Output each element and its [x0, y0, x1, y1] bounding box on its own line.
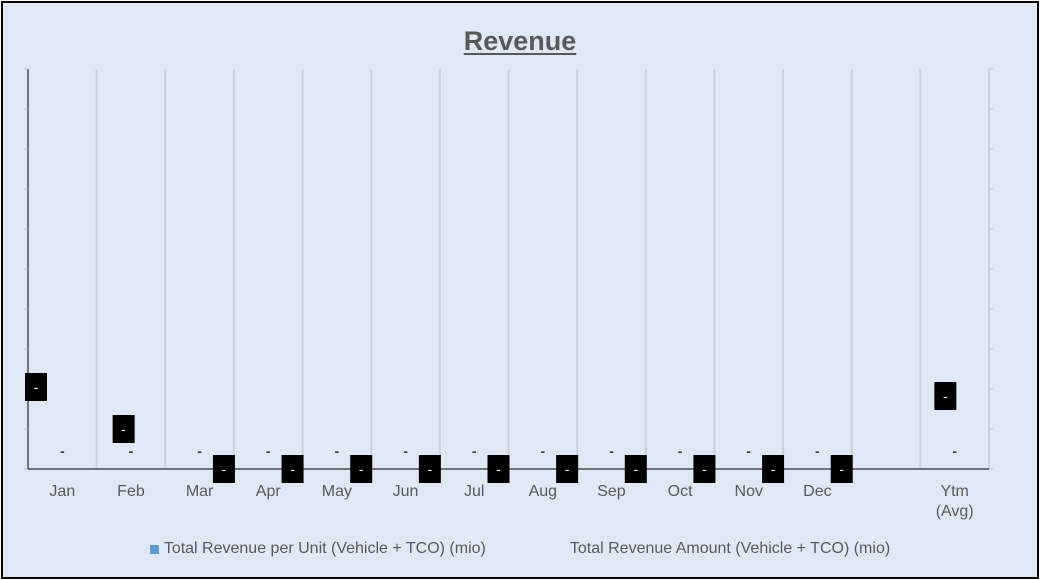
series-1-data-label: - — [830, 455, 853, 483]
series-1-label-box — [350, 455, 373, 483]
legend-item-series-2[interactable]: Total Revenue Amount (Vehicle + TCO) (mi… — [556, 540, 890, 558]
series-2-data-label: - — [403, 443, 408, 459]
series-2-data-label: - — [129, 443, 134, 459]
legend: Total Revenue per Unit (Vehicle + TCO) (… — [3, 540, 1037, 558]
x-tick-label: Sep — [597, 483, 626, 500]
chart-title: Revenue — [464, 26, 577, 56]
series-1-label-box — [418, 455, 441, 483]
legend-swatch-series-2 — [556, 545, 565, 554]
series-2-data-label: - — [952, 443, 957, 459]
series-1-data-label: - — [934, 382, 957, 410]
series-2-data-label: - — [540, 443, 545, 459]
x-tick-labels: Jan Feb Mar Apr May Jun Jul Aug Sep Oct Nov Dec Ytm(… — [49, 483, 973, 520]
series-1-label-text: - — [771, 461, 776, 477]
legend-label-series-1: Total Revenue per Unit (Vehicle + TCO) (… — [163, 540, 486, 557]
series-1-label-text: - — [121, 421, 126, 437]
series-1-data-label: - — [418, 455, 441, 483]
series-1-label-text: - — [428, 461, 433, 477]
x-tick-label: Dec — [803, 483, 831, 500]
legend-swatch-series-1 — [149, 544, 159, 554]
chart-canvas: Revenue -------------------------- Jan Fe… — [24, 26, 993, 520]
x-tick-label: Jun — [393, 483, 419, 500]
series-1-label-text: - — [565, 461, 570, 477]
series-1-label-text: - — [34, 379, 39, 395]
x-tick-label: Oct — [668, 483, 693, 500]
x-tick-label: Jan — [49, 483, 75, 500]
series-1-label-box — [762, 455, 785, 483]
series-1-data-label: - — [350, 455, 373, 483]
series-1-data-label: - — [693, 455, 716, 483]
series-1-label-text: - — [359, 461, 364, 477]
series-1-label-text: - — [839, 461, 844, 477]
x-tick-label: Jul — [464, 483, 484, 500]
series-2-data-label: - — [815, 443, 820, 459]
series-2-data-label: - — [335, 443, 340, 459]
series-1-label-box — [112, 415, 135, 443]
series-2-data-label: - — [746, 443, 751, 459]
series-1-data-label: - — [25, 373, 47, 401]
series-1-data-label: - — [212, 455, 235, 483]
x-tick-label: Feb — [117, 483, 145, 500]
series-1-label-text: - — [496, 461, 501, 477]
x-tick-label: Aug — [529, 483, 557, 500]
series-2-data-label: - — [678, 443, 683, 459]
series-1-data-label: - — [762, 455, 785, 483]
x-tick-label: Ytm (Avg) — [936, 483, 974, 520]
series-1-label-box — [624, 455, 647, 483]
series-2-data-label: - — [60, 443, 65, 459]
series-1-label-box — [830, 455, 853, 483]
x-tick-label: Apr — [256, 483, 282, 500]
x-tick-label: Mar — [186, 483, 214, 500]
series-1-label-text: - — [290, 461, 295, 477]
legend-item-series-1[interactable]: Total Revenue per Unit (Vehicle + TCO) (… — [149, 540, 486, 558]
series-1-label-box — [25, 373, 47, 401]
series-1-label-text: - — [633, 461, 638, 477]
x-tick-label: Nov — [735, 483, 763, 500]
series-1-data-label: - — [624, 455, 647, 483]
gridlines — [95, 69, 990, 469]
series-1-label-box — [212, 455, 235, 483]
series-2-data-label: - — [197, 443, 202, 459]
series-1-label-box — [487, 455, 510, 483]
series-2-data-label: - — [472, 443, 477, 459]
series-1-label-box — [556, 455, 579, 483]
series-1-label-text: - — [943, 388, 948, 404]
series-1-label-box — [281, 455, 304, 483]
legend-label-series-2: Total Revenue Amount (Vehicle + TCO) (mi… — [569, 540, 891, 557]
series-2-data-label: - — [609, 443, 614, 459]
series-2-data-label: - — [266, 443, 271, 459]
series-1-data-label: - — [112, 415, 135, 443]
series-1-label-box — [693, 455, 716, 483]
series-1-data-label: - — [556, 455, 579, 483]
series-1-data-label: - — [281, 455, 304, 483]
x-tick-label: May — [322, 483, 352, 500]
series-1-data-label: - — [487, 455, 510, 483]
data-marks: -------------------------- — [25, 373, 957, 483]
series-1-label-text: - — [222, 461, 227, 477]
series-1-label-text: - — [702, 461, 707, 477]
series-1-label-box — [934, 382, 957, 410]
